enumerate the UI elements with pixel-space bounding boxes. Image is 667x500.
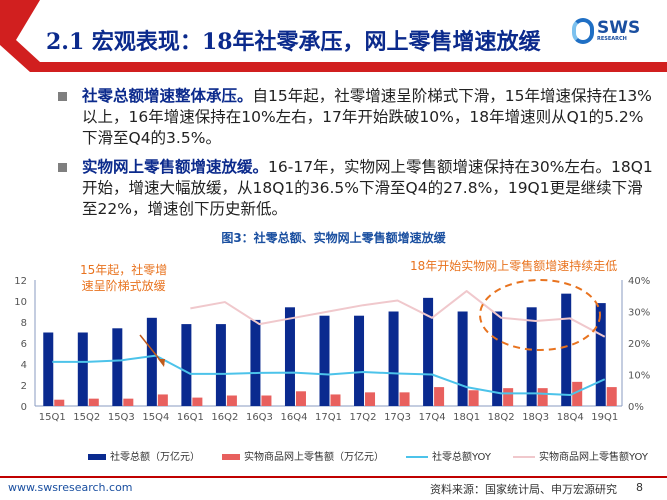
bar-total-retail — [319, 315, 330, 406]
x-tick-label: 17Q2 — [350, 412, 377, 423]
footer-source: 资料来源：国家统计局、申万宏源研究 — [430, 483, 617, 496]
bar-total-retail — [112, 328, 123, 406]
x-tick-label: 18Q4 — [557, 412, 584, 423]
bar-total-retail — [388, 311, 399, 406]
y-left-tick-label: 6 — [21, 339, 27, 350]
bar-total-retail — [423, 297, 434, 406]
bar-online-retail — [606, 387, 617, 406]
y-right-tick-label: 30% — [628, 308, 650, 319]
x-tick-label: 16Q1 — [177, 412, 204, 423]
bar-online-retail — [365, 392, 376, 406]
x-tick-label: 19Q1 — [591, 412, 618, 423]
x-tick-label: 16Q2 — [211, 412, 238, 423]
bar-online-retail — [123, 398, 134, 406]
bar-total-retail — [354, 315, 365, 406]
sws-logo: SWS RESEARCH — [572, 18, 640, 44]
x-tick-label: 18Q3 — [522, 412, 549, 423]
bar-online-retail — [468, 390, 479, 406]
page-title: 2.1 宏观表现：18年社零承压，网上零售增速放缓 — [46, 29, 541, 55]
y-left-tick-label: 8 — [21, 318, 27, 329]
x-tick-label: 18Q1 — [453, 412, 480, 423]
arrow-head-icon — [158, 359, 165, 367]
x-tick-label: 15Q1 — [39, 412, 66, 423]
legend-item: 实物商品网上零售额YOY — [513, 448, 648, 463]
legend-item: 实物商品网上零售额（万亿元） — [222, 448, 384, 463]
y-left-tick-label: 4 — [21, 360, 27, 371]
bar-total-retail — [457, 311, 468, 406]
x-tick-label: 16Q3 — [246, 412, 273, 423]
bar-online-retail — [54, 399, 65, 406]
y-right-tick-label: 20% — [628, 339, 650, 350]
bar-total-retail — [250, 319, 261, 406]
footer-divider — [0, 476, 667, 478]
bar-online-retail — [157, 394, 168, 406]
bar-total-retail — [146, 317, 157, 406]
bar-total-retail — [77, 332, 88, 406]
bullet-item: 社零总额增速整体承压。自15年起，社零增速呈阶梯式下滑，15年增速保持在13%以… — [58, 86, 658, 149]
y-left-tick-label: 0 — [21, 402, 27, 413]
bar-online-retail — [434, 387, 445, 406]
bar-total-retail — [43, 332, 54, 406]
figure-title: 图3：社零总额、实物网上零售额增速放缓 — [221, 231, 446, 245]
y-right-tick-label: 10% — [628, 371, 650, 382]
bar-online-retail — [88, 398, 99, 406]
bullet-list: 社零总额增速整体承压。自15年起，社零增速呈阶梯式下滑，15年增速保持在13%以… — [58, 86, 658, 228]
page-number: 8 — [636, 481, 643, 494]
bar-total-retail — [181, 324, 192, 406]
bar-online-retail — [537, 388, 548, 406]
x-tick-label: 17Q3 — [384, 412, 411, 423]
y-left-tick-label: 10 — [14, 297, 27, 308]
bar-total-retail — [492, 311, 503, 406]
bar-total-retail — [215, 324, 226, 406]
legend: 社零总额（万亿元） 实物商品网上零售额（万亿元） 社零总额YOY 实物商品网上零… — [88, 448, 648, 463]
line-series-2 — [52, 354, 606, 396]
highlight-ellipse — [479, 279, 601, 351]
y-left-tick-label: 2 — [21, 381, 27, 392]
x-tick-label: 18Q2 — [488, 412, 515, 423]
bar-online-retail — [226, 395, 237, 406]
x-tick-label: 17Q1 — [315, 412, 342, 423]
legend-item: 社零总额YOY — [406, 448, 491, 463]
bar-total-retail — [284, 307, 295, 406]
bar-online-retail — [399, 392, 410, 406]
bar-online-retail — [503, 388, 514, 406]
bar-online-retail — [192, 397, 203, 406]
x-tick-label: 15Q3 — [108, 412, 135, 423]
y-right-tick-label: 40% — [628, 276, 650, 287]
bullet-square-icon — [58, 92, 67, 101]
bar-online-retail — [295, 391, 306, 406]
chart: 0 2 4 6 8 10 12 0% 10% 20% 30% 40% 15Q1 15Q2 15Q3 15Q4 1… — [14, 276, 650, 423]
annotation-left: 15年起，社零增 速呈阶梯式放缓 — [80, 263, 168, 293]
x-tick-label: 15Q4 — [142, 412, 169, 423]
x-tick-label: 17Q4 — [419, 412, 446, 423]
bar-online-retail — [261, 395, 272, 406]
x-tick-label: 15Q2 — [73, 412, 100, 423]
header-frame — [0, 0, 667, 72]
y-right-tick-label: 0% — [628, 402, 644, 413]
bar-total-retail — [561, 293, 572, 406]
bullet-item: 实物网上零售额增速放缓。16-17年，实物网上零售额增速保持在30%左右。18Q… — [58, 157, 658, 220]
footer-url[interactable]: www.swsresearch.com — [8, 481, 133, 494]
logo-mark-icon — [572, 18, 594, 44]
legend-item: 社零总额（万亿元） — [88, 448, 200, 463]
x-tick-label: 16Q4 — [280, 412, 307, 423]
bullet-square-icon — [58, 163, 67, 172]
bar-total-retail — [595, 303, 606, 406]
annotation-right: 18年开始实物网上零售额增速持续走低 — [410, 259, 618, 273]
line-series-3 — [190, 290, 606, 338]
bar-online-retail — [330, 394, 341, 406]
bar-total-retail — [526, 307, 537, 406]
bar-online-retail — [572, 381, 583, 406]
y-left-tick-label: 12 — [14, 276, 27, 287]
